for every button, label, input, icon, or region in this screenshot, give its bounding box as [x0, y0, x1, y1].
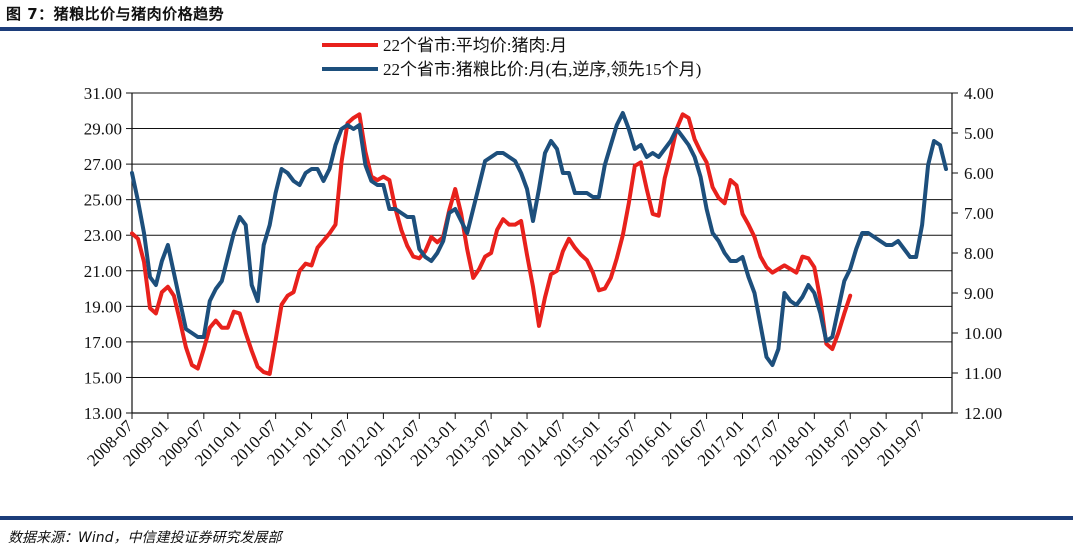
y-right-tick-label: 11.00: [964, 364, 1002, 383]
legend-label-ratio: 22个省市:猪粮比价:月(右,逆序,领先15个月): [383, 60, 701, 79]
y-left-tick-label: 21.00: [84, 262, 122, 281]
source-note: 数据来源：Wind，中信建投证券研究发展部: [8, 530, 282, 546]
y-left-tick-label: 25.00: [84, 191, 122, 210]
y-right-tick-label: 12.00: [964, 404, 1002, 423]
legend: 22个省市:平均价:猪肉:月 22个省市:猪粮比价:月(右,逆序,领先15个月): [322, 36, 701, 79]
bottom-divider: [0, 516, 1073, 520]
y-left-tick-label: 13.00: [84, 404, 122, 423]
y-right-tick-label: 7.00: [964, 204, 994, 223]
y-left-tick-label: 15.00: [84, 368, 122, 387]
y-right-tick-label: 5.00: [964, 124, 994, 143]
top-divider: [0, 27, 1073, 31]
series-line-pig-grain-ratio: [130, 111, 948, 367]
line-chart: 13.00 15.00 17.00 19.00 21.00 23.00 25.00 27.00…: [83, 36, 1002, 470]
y-left-tick-label: 19.00: [84, 297, 122, 316]
y-right-tick-label: 9.00: [964, 284, 994, 303]
y-right-tick-label: 4.00: [964, 84, 994, 103]
y-left-tick-label: 27.00: [84, 155, 122, 174]
y-left-tick-label: 23.00: [84, 226, 122, 245]
y-left-tick-label: 31.00: [84, 84, 122, 103]
grid-lines: [132, 92, 952, 378]
series-line-pork-price: [130, 112, 853, 376]
y-right-tick-label: 6.00: [964, 164, 994, 183]
legend-label-price: 22个省市:平均价:猪肉:月: [383, 36, 567, 55]
y-right-tick-label: 10.00: [964, 324, 1002, 343]
figure-title: 图 7：猪粮比价与猪肉价格趋势: [6, 5, 225, 23]
y-left-tick-label: 17.00: [84, 333, 122, 352]
y-right-tick-label: 8.00: [964, 244, 994, 263]
y-left-tick-label: 29.00: [84, 120, 122, 139]
series-lines: [130, 111, 948, 376]
axes: [126, 92, 958, 419]
